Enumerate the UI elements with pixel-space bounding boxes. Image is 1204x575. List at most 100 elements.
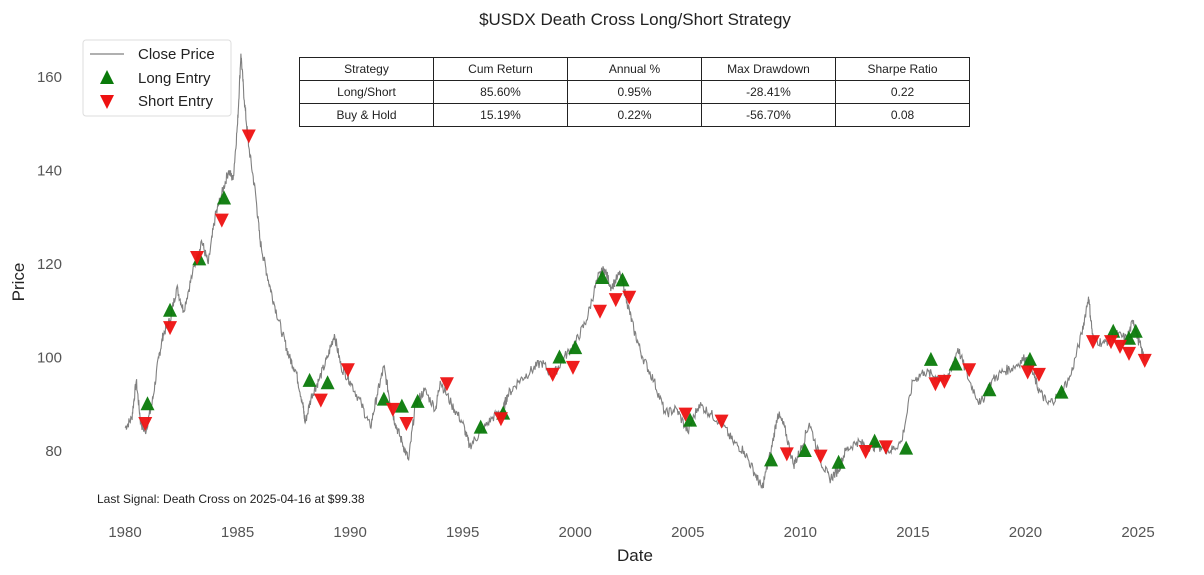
long-entry-marker <box>867 433 882 448</box>
x-tick-label: 1995 <box>446 524 479 541</box>
long-entry-marker <box>217 190 232 205</box>
long-entry-marker <box>473 419 488 434</box>
long-entry-marker <box>831 454 846 469</box>
short-entry-marker <box>439 377 454 392</box>
table-header: Max Drawdown <box>701 57 836 81</box>
y-tick-label: 140 <box>37 163 62 180</box>
legend: Close Price Long Entry Short Entry <box>82 39 232 117</box>
table-header: Cum Return <box>433 57 568 81</box>
long-entry-marker <box>982 382 997 397</box>
short-entry-marker <box>399 416 414 431</box>
long-entry-marker <box>1128 323 1143 338</box>
last-signal-annotation: Last Signal: Death Cross on 2025-04-16 a… <box>97 492 365 506</box>
table-cell: 0.22 <box>835 80 970 104</box>
long-entry-marker <box>1054 384 1069 399</box>
y-axis-ticks: 80 100 120 140 160 <box>37 69 62 460</box>
short-entry-marker <box>138 416 153 431</box>
short-entry-marker <box>714 414 729 429</box>
long-entry-marker <box>595 270 610 285</box>
long-entry-marker <box>615 272 630 287</box>
legend-long-icon <box>100 70 114 84</box>
short-entry-marker <box>545 367 560 382</box>
short-entry-marker <box>1103 335 1118 350</box>
long-entry-marker <box>1022 351 1037 366</box>
table-header: Sharpe Ratio <box>835 57 970 81</box>
short-entry-marker <box>565 360 580 375</box>
table-row: Long/Short 85.60% 0.95% -28.41% 0.22 <box>299 80 970 104</box>
short-entry-marker <box>608 293 623 308</box>
x-tick-label: 2010 <box>784 524 817 541</box>
long-entry-marker <box>568 340 583 355</box>
short-entry-marker <box>313 393 328 408</box>
short-entry-marker <box>385 402 400 417</box>
y-axis-label: Price <box>9 263 28 302</box>
short-entry-marker <box>592 304 607 319</box>
short-entry-marker <box>622 290 637 305</box>
table-header: Annual % <box>567 57 702 81</box>
short-entry-marker <box>858 445 873 459</box>
x-tick-label: 2020 <box>1009 524 1042 541</box>
x-axis-ticks: 1980 1985 1990 1995 2000 2005 2010 2015 2020 2025 <box>108 524 1154 541</box>
price-line-layer <box>124 53 1145 489</box>
short-entry-marker <box>1137 353 1152 368</box>
short-entry-marker <box>1085 335 1100 350</box>
short-entry-marker <box>937 374 952 389</box>
long-entry-marker <box>764 452 779 467</box>
long-entry-marker <box>948 356 963 371</box>
table-cell: 85.60% <box>433 80 568 104</box>
x-tick-label: 1980 <box>108 524 141 541</box>
long-entry-marker <box>683 412 698 427</box>
long-entry-marker <box>140 396 155 411</box>
x-tick-label: 2000 <box>559 524 592 541</box>
legend-box <box>82 39 232 117</box>
y-tick-label: 100 <box>37 350 62 367</box>
table-cell: 0.95% <box>567 80 702 104</box>
short-entry-marker <box>678 407 693 422</box>
long-entry-marker <box>302 372 317 387</box>
long-entry-marker <box>320 375 335 390</box>
stats-table: Strategy Cum Return Annual % Max Drawdow… <box>299 57 970 127</box>
table-cell: -28.41% <box>701 80 836 104</box>
long-entry-marker <box>1106 323 1121 338</box>
long-entry-marker <box>410 393 425 408</box>
long-entry-marker <box>163 302 178 317</box>
short-entry-marker <box>493 412 508 427</box>
chart-title: $USDX Death Cross Long/Short Strategy <box>479 10 791 29</box>
short-entry-marker <box>878 440 893 455</box>
table-cell: Long/Short <box>299 80 434 104</box>
x-tick-label: 2025 <box>1121 524 1154 541</box>
short-entry-marker <box>340 363 355 378</box>
marker-layer <box>138 129 1152 469</box>
long-entry-marker <box>394 398 409 413</box>
x-axis-label: Date <box>617 546 653 565</box>
table-cell: Buy & Hold <box>299 103 434 127</box>
long-entry-marker <box>923 351 938 366</box>
y-tick-label: 80 <box>45 443 62 460</box>
short-entry-marker <box>813 449 828 464</box>
x-tick-label: 2005 <box>671 524 704 541</box>
table-header: Strategy <box>299 57 434 81</box>
table-cell: 0.08 <box>835 103 970 127</box>
long-entry-marker <box>552 349 567 364</box>
long-entry-marker <box>797 443 812 457</box>
legend-long-entry: Long Entry <box>138 70 211 87</box>
short-entry-marker <box>1121 346 1136 361</box>
x-tick-label: 1990 <box>333 524 366 541</box>
legend-short-entry: Short Entry <box>138 93 214 110</box>
table-header-row: Strategy Cum Return Annual % Max Drawdow… <box>299 57 970 81</box>
legend-close-price: Close Price <box>138 46 215 63</box>
legend-short-icon <box>100 95 114 109</box>
long-entry-marker <box>376 391 391 406</box>
short-entry-marker <box>214 213 229 228</box>
short-entry-marker <box>190 250 205 265</box>
long-entry-marker <box>899 440 914 455</box>
table-cell: 0.22% <box>567 103 702 127</box>
x-tick-label: 2015 <box>896 524 929 541</box>
short-entry-marker <box>1020 365 1035 380</box>
short-entry-marker <box>241 129 256 144</box>
table-cell: -56.70% <box>701 103 836 127</box>
x-tick-label: 1985 <box>221 524 254 541</box>
y-tick-label: 120 <box>37 256 62 273</box>
y-tick-label: 160 <box>37 69 62 86</box>
